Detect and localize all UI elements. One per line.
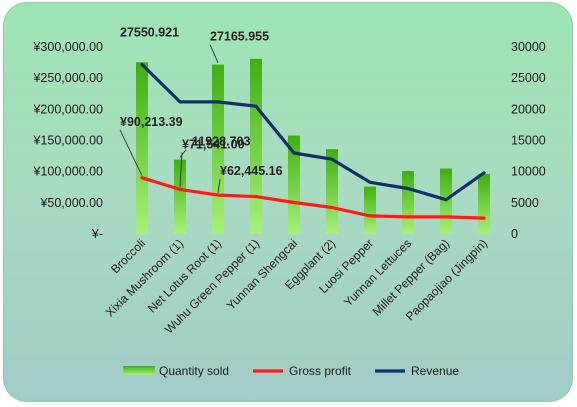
line-series xyxy=(140,62,486,220)
quantity-sold-bar xyxy=(250,58,262,234)
chart-card: ¥- ¥50,000.00 ¥100,000.00 ¥150,000.00 ¥200,0… xyxy=(3,2,573,402)
left-axis-tick-label: ¥150,000.00 xyxy=(32,134,103,148)
legend-label-gross-profit: Gross profit xyxy=(289,364,352,378)
combo-chart: ¥- ¥50,000.00 ¥100,000.00 ¥150,000.00 ¥200,0… xyxy=(32,25,546,378)
quantity-sold-bar xyxy=(364,186,376,234)
quantity-sold-bar xyxy=(326,149,338,234)
legend: Quantity sold Gross profit Revenue xyxy=(123,364,459,378)
right-axis-tick-label: 5000 xyxy=(511,196,539,210)
data-label: ¥71,541.00 xyxy=(182,137,245,151)
data-label-leader xyxy=(119,129,143,176)
left-axis-tick-label: ¥200,000.00 xyxy=(32,102,103,116)
legend-label-quantity-sold: Quantity sold xyxy=(159,364,229,378)
left-axis-tick-label: ¥250,000.00 xyxy=(32,71,103,85)
legend-swatch-quantity-sold xyxy=(123,366,155,375)
right-axis-tick-label: 25000 xyxy=(511,71,546,85)
left-axis: ¥- ¥50,000.00 ¥100,000.00 ¥150,000.00 ¥200,0… xyxy=(32,40,103,241)
data-label-leader xyxy=(179,152,183,188)
left-axis-tick-label: ¥- xyxy=(91,227,103,241)
data-labels: 27550.921 11928.703 27165.955 ¥90,213.39 ¥71… xyxy=(119,25,283,194)
data-label: 27165.955 xyxy=(210,30,269,44)
data-label: 27550.921 xyxy=(120,25,179,39)
revenue-line xyxy=(140,62,486,202)
right-axis-tick-label: 20000 xyxy=(511,102,546,116)
gross-profit-line xyxy=(140,176,486,220)
quantity-sold-bar xyxy=(212,64,224,234)
left-axis-tick-label: ¥300,000.00 xyxy=(32,40,103,54)
data-label-leader xyxy=(179,149,187,158)
right-axis-tick-label: 0 xyxy=(511,227,518,241)
data-label-leader xyxy=(209,44,219,63)
quantity-sold-bar xyxy=(478,174,490,234)
quantity-sold-bar xyxy=(136,62,148,234)
data-label: ¥62,445.16 xyxy=(220,164,283,178)
left-axis-tick-label: ¥50,000.00 xyxy=(39,196,103,210)
category-label: Yunnan Lettuces xyxy=(341,236,414,309)
data-label-leader xyxy=(217,179,221,194)
legend-label-revenue: Revenue xyxy=(411,364,459,378)
right-axis: 0 5000 10000 15000 20000 25000 30000 xyxy=(511,40,546,241)
data-label: ¥90,213.39 xyxy=(120,115,183,129)
left-axis-tick-label: ¥100,000.00 xyxy=(32,165,103,179)
right-axis-tick-label: 30000 xyxy=(511,40,546,54)
quantity-sold-bar xyxy=(288,135,300,234)
quantity-sold-bar xyxy=(402,171,414,234)
quantity-sold-bar xyxy=(174,159,186,234)
right-axis-tick-label: 10000 xyxy=(511,165,546,179)
data-label: 11928.703 xyxy=(192,135,250,149)
right-axis-tick-label: 15000 xyxy=(511,134,546,148)
